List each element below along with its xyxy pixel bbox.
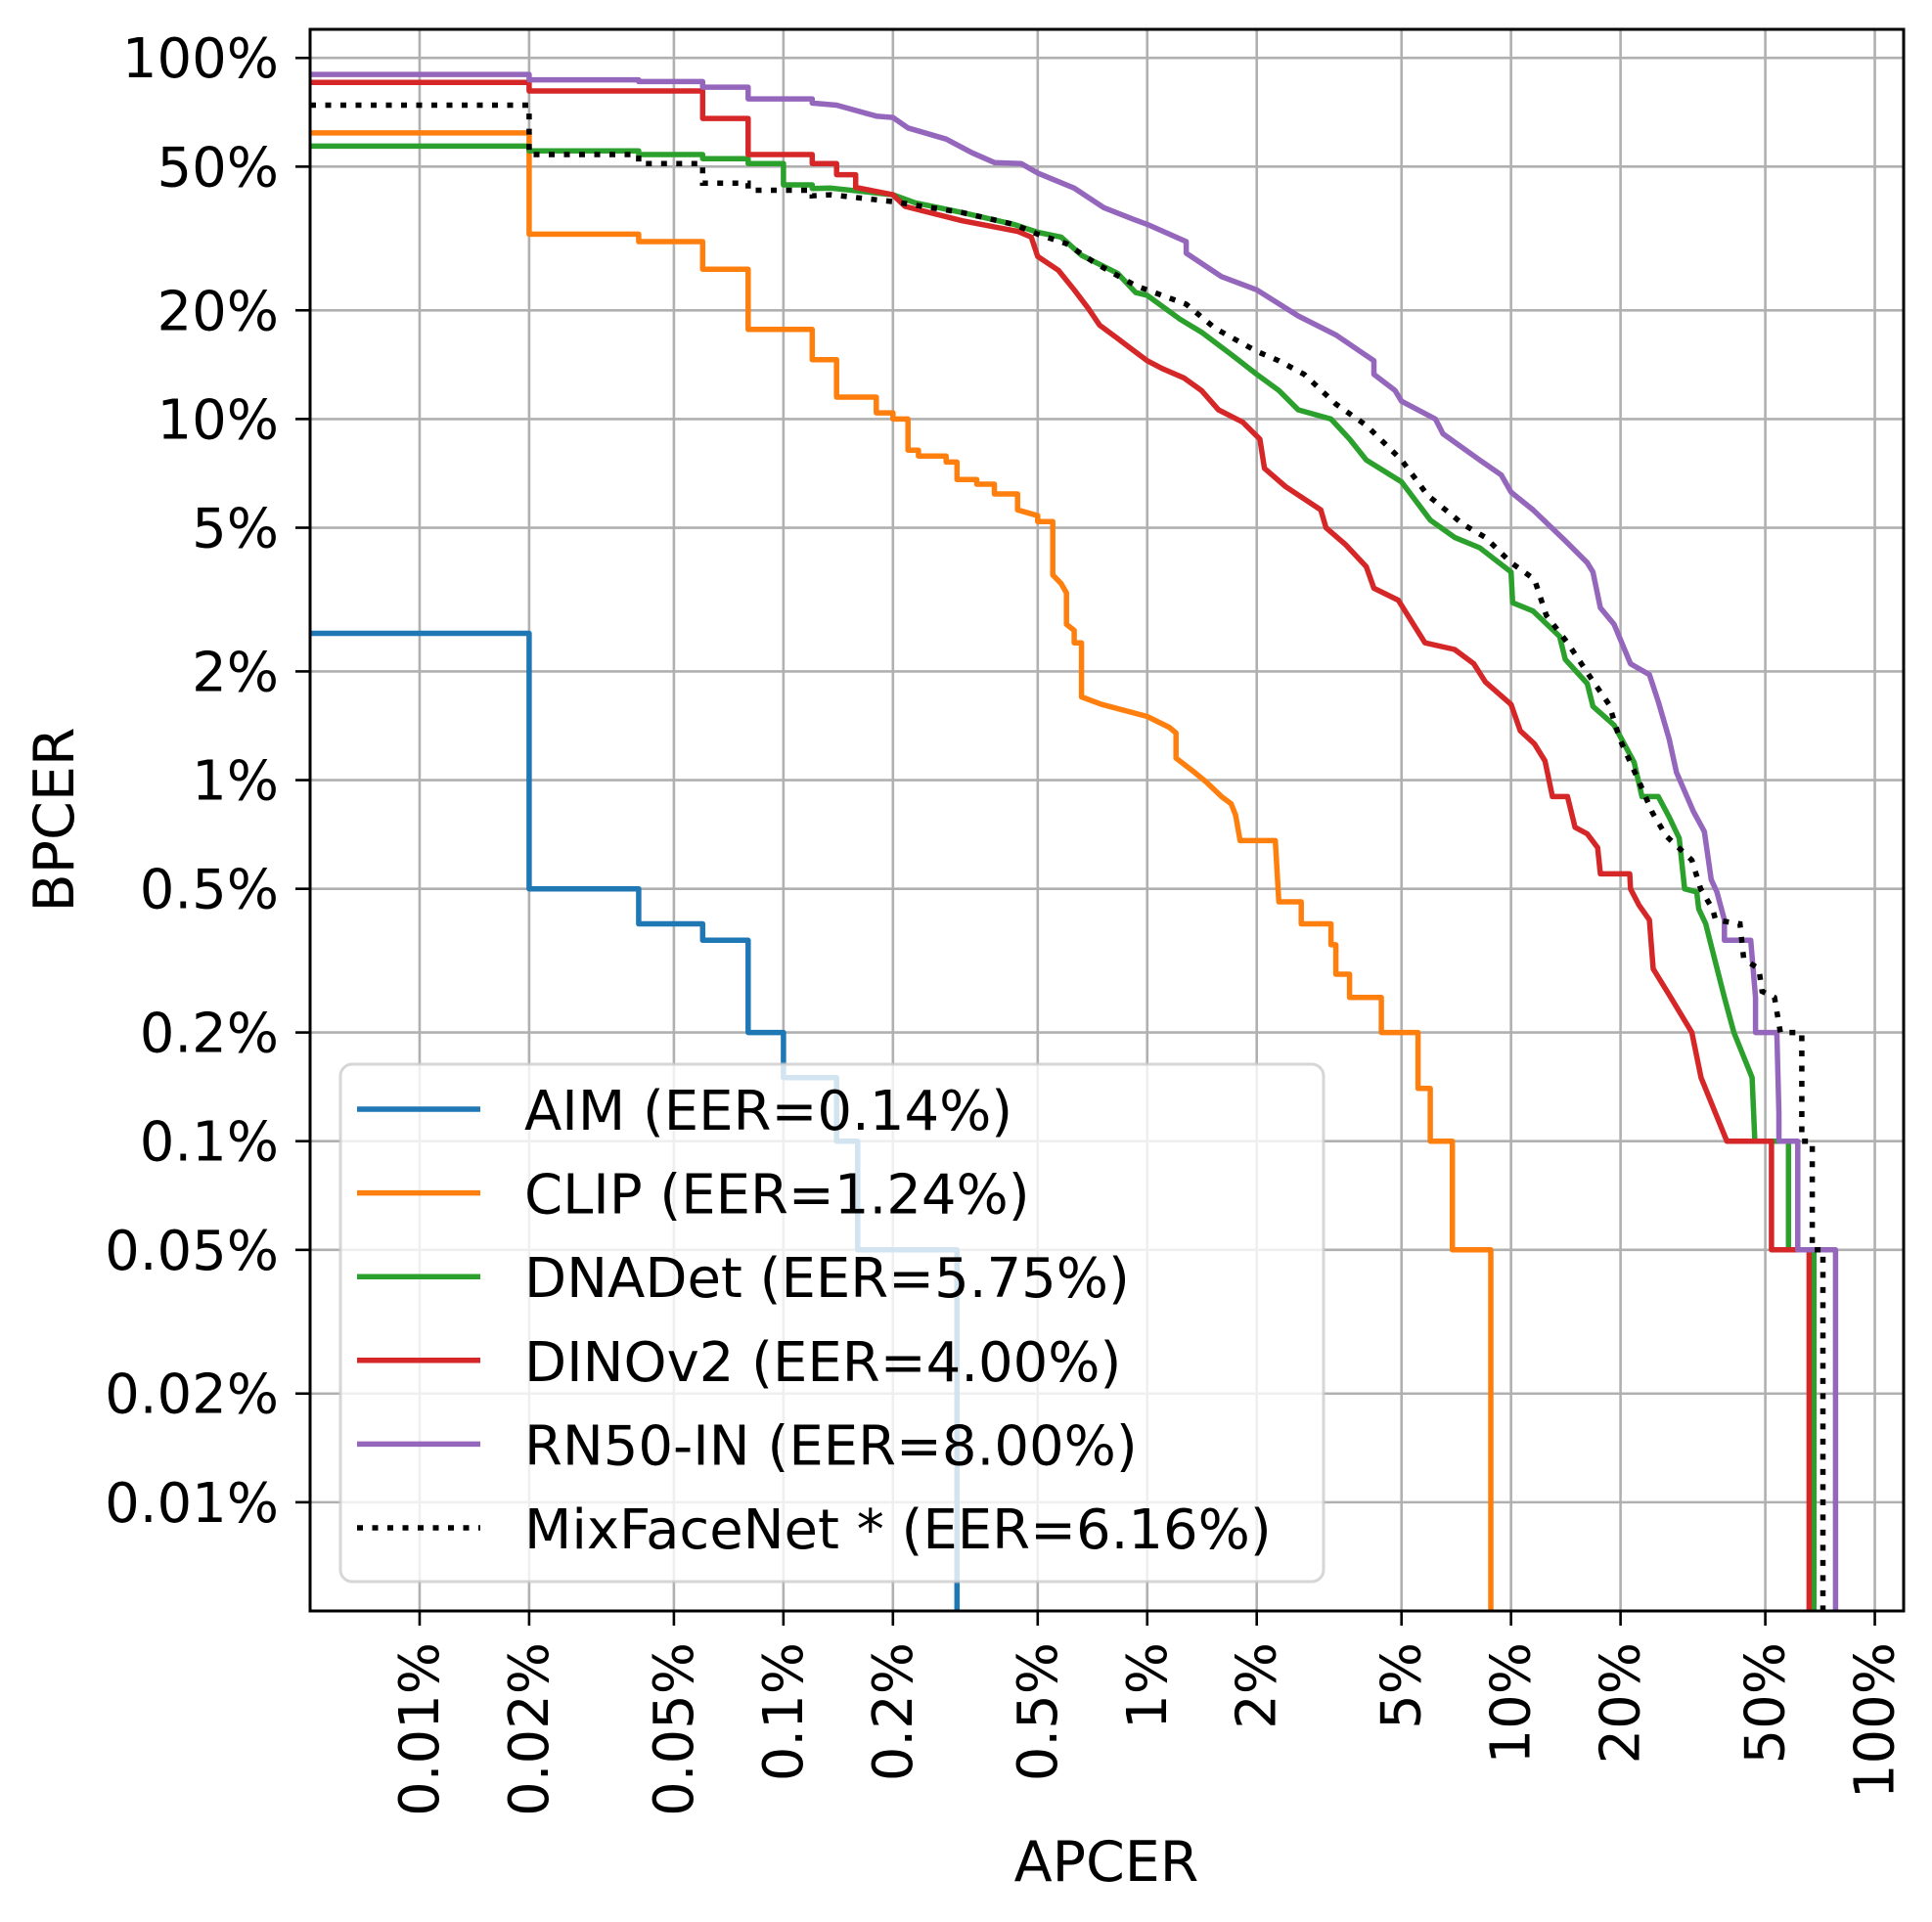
legend-item: AIM (EER=0.14%) bbox=[357, 1080, 1012, 1143]
x-tick-label: 2% bbox=[1226, 1642, 1289, 1729]
x-tick-label: 0.02% bbox=[498, 1642, 562, 1816]
x-tick-label: 5% bbox=[1370, 1642, 1434, 1729]
legend-label: AIM (EER=0.14%) bbox=[524, 1080, 1012, 1143]
series-lines bbox=[310, 71, 1839, 1611]
x-tick-label: 1% bbox=[1116, 1642, 1180, 1729]
y-tick-label: 100% bbox=[122, 27, 279, 91]
legend-item: DINOv2 (EER=4.00%) bbox=[357, 1331, 1121, 1395]
legend-item: RN50-IN (EER=8.00%) bbox=[357, 1414, 1138, 1478]
y-axis-label: BPCER bbox=[22, 728, 87, 913]
y-tick-label: 5% bbox=[192, 498, 279, 561]
axis-ticks: 0.01% 0.02% 0.05% 0.1% 0.2% 0.5% 1% 2% 5% 10% 20% 5… bbox=[105, 27, 1907, 1816]
plot-frame bbox=[308, 27, 1906, 1613]
series-line-dinov2 bbox=[310, 79, 1813, 1611]
series-line-mixfacenet bbox=[310, 102, 1826, 1611]
y-tick-label: 0.01% bbox=[105, 1472, 279, 1536]
x-tick-label: 0.01% bbox=[388, 1642, 452, 1816]
x-tick-label: 50% bbox=[1734, 1642, 1798, 1764]
legend-item: MixFaceNet * (EER=6.16%) bbox=[357, 1498, 1272, 1562]
y-tick-label: 0.1% bbox=[140, 1111, 279, 1175]
legend-label: MixFaceNet * (EER=6.16%) bbox=[524, 1498, 1272, 1562]
y-tick-label: 1% bbox=[192, 750, 279, 814]
series-line-dnadet bbox=[310, 143, 1818, 1611]
x-tick-label: 0.05% bbox=[643, 1642, 706, 1816]
legend-label: DNADet (EER=5.75%) bbox=[524, 1247, 1130, 1311]
y-tick-label: 10% bbox=[157, 388, 279, 452]
x-tick-label: 0.1% bbox=[752, 1642, 816, 1781]
y-tick-label: 0.2% bbox=[140, 1003, 279, 1066]
legend-label: CLIP (EER=1.24%) bbox=[524, 1164, 1030, 1228]
legend-label: RN50-IN (EER=8.00%) bbox=[524, 1414, 1138, 1478]
y-tick-label: 0.5% bbox=[140, 859, 279, 922]
legend-item: CLIP (EER=1.24%) bbox=[357, 1164, 1030, 1228]
y-tick-label: 0.02% bbox=[105, 1363, 279, 1427]
legend-label: DINOv2 (EER=4.00%) bbox=[524, 1331, 1121, 1395]
x-tick-label: 10% bbox=[1480, 1642, 1544, 1764]
legend: AIM (EER=0.14%) CLIP (EER=1.24%) DNADet (E… bbox=[338, 1062, 1325, 1584]
x-tick-label: 0.5% bbox=[1007, 1642, 1070, 1781]
x-tick-label: 0.2% bbox=[862, 1642, 925, 1781]
x-tick-label: 20% bbox=[1590, 1642, 1653, 1764]
y-tick-label: 2% bbox=[192, 641, 279, 704]
x-tick-label: 100% bbox=[1844, 1642, 1908, 1799]
y-tick-label: 0.05% bbox=[105, 1220, 279, 1283]
y-tick-label: 50% bbox=[157, 136, 279, 200]
legend-box bbox=[338, 1062, 1325, 1584]
x-axis-label: APCER bbox=[1014, 1830, 1199, 1895]
y-tick-label: 20% bbox=[157, 280, 279, 343]
series-line-clip bbox=[310, 130, 1494, 1611]
legend-item: DNADet (EER=5.75%) bbox=[357, 1247, 1130, 1311]
